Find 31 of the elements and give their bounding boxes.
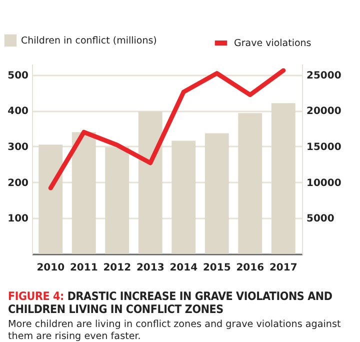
text: FIGURE 4: DRASTIC INCREASE IN GRAVE VIOLATIONS AND CHILDREN LIVING IN CONFLICT ZONES [8, 289, 334, 316]
bar [38, 144, 63, 254]
y-tick-label: 300 [8, 142, 29, 153]
y-tick-label: 400 [8, 106, 29, 118]
bar [238, 113, 262, 254]
x-tick-label: 2013 [136, 262, 164, 274]
x-tick-label: 2010 [36, 262, 65, 274]
bar [105, 147, 130, 254]
bar [72, 132, 96, 254]
bar [271, 103, 296, 254]
bar [138, 111, 162, 254]
bar [204, 133, 229, 254]
y2-tick-label: 15000 [306, 142, 342, 153]
x-tick-label: 2015 [202, 262, 231, 274]
x-tick-label: 2014 [170, 262, 198, 274]
y-tick-label: 100 [8, 214, 29, 225]
x-tick-label: 2017 [269, 262, 298, 274]
x-tick-label: 2011 [70, 262, 98, 274]
line-series [48, 68, 286, 190]
x-tick-label: 2012 [103, 262, 132, 274]
bar [172, 140, 196, 254]
y-tick-label: 200 [8, 178, 29, 189]
y2-tick-label: 10000 [306, 178, 342, 189]
y-tick-label: 500 [8, 70, 29, 82]
legend-label: Grave violations [234, 38, 312, 49]
y2-tick-label: 20000 [306, 106, 342, 118]
y2-tick-label: 25000 [306, 70, 342, 82]
text: More children are living in conflict zones and grave violations against them are rising even faster. [8, 319, 342, 342]
x-tick-label: 2016 [236, 262, 264, 274]
legend-label: Children in conflict (millions) [21, 36, 157, 46]
y2-tick-label: 5000 [306, 214, 334, 225]
